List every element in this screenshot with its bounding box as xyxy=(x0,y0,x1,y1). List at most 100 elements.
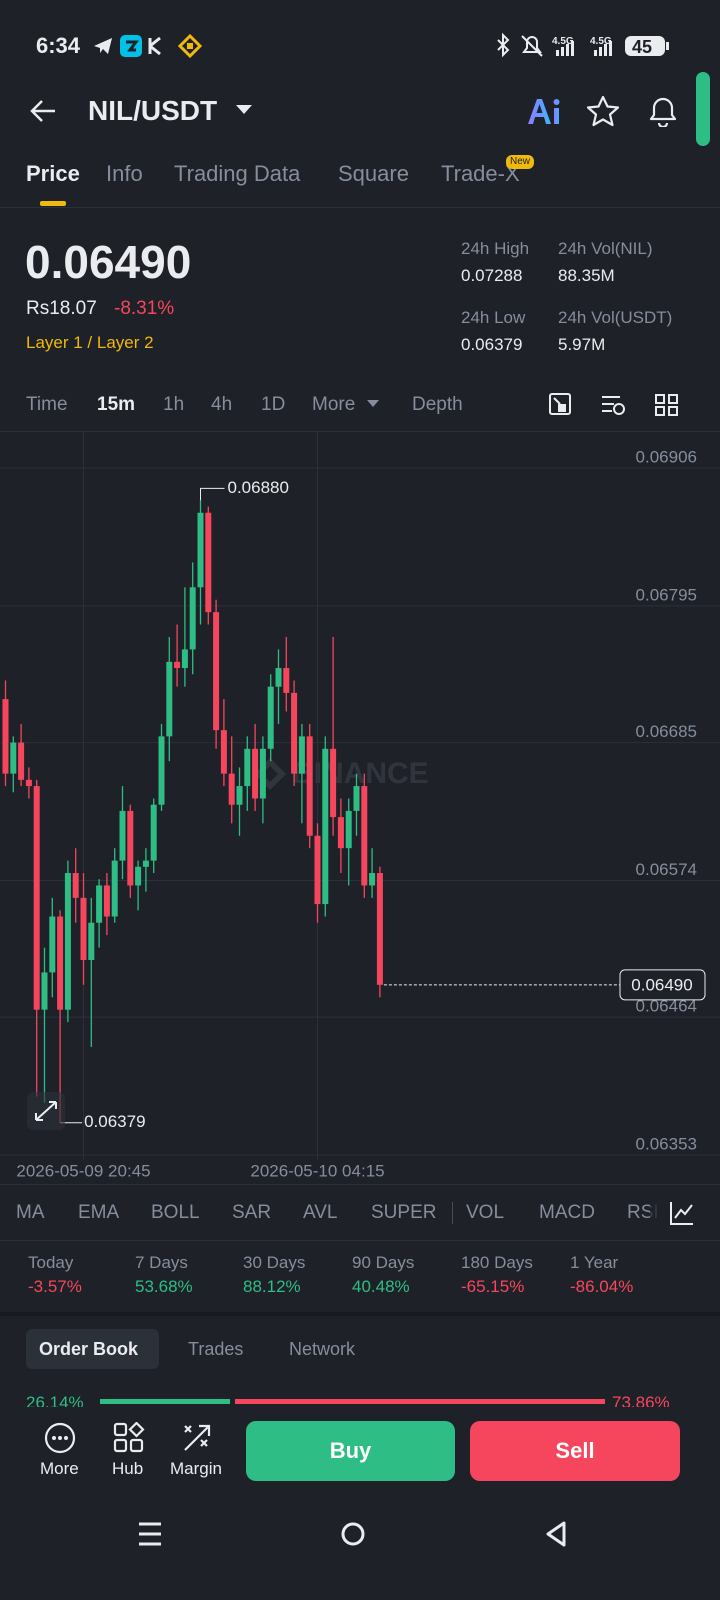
candle-body xyxy=(127,810,134,886)
tab[interactable]: Trade-X xyxy=(441,161,520,186)
indicator-settings[interactable] xyxy=(669,1200,695,1226)
chart-tools[interactable] xyxy=(548,392,683,418)
navigation-bar xyxy=(139,1521,566,1547)
indicator[interactable]: AVL xyxy=(303,1202,338,1223)
candle-body xyxy=(314,835,321,905)
candle-body xyxy=(353,786,360,811)
candle-body xyxy=(197,512,204,588)
alert-button[interactable] xyxy=(647,95,679,127)
margin-icon[interactable] xyxy=(181,1422,213,1454)
order-tab[interactable]: Order Book xyxy=(39,1339,139,1359)
indicator[interactable]: VOL xyxy=(466,1202,505,1223)
indicator[interactable]: MACD xyxy=(539,1202,595,1223)
home-button[interactable] xyxy=(341,1522,365,1546)
action-label[interactable]: Hub xyxy=(112,1459,144,1478)
action-label[interactable]: More xyxy=(40,1459,79,1478)
max-marker-label: 0.06880 xyxy=(228,478,289,497)
side-handle[interactable] xyxy=(696,72,710,146)
candle-body xyxy=(228,773,235,805)
y-tick-label: 0.06464 xyxy=(636,997,697,1016)
pair-title[interactable]: NIL/USDT xyxy=(88,95,218,126)
candle-body xyxy=(259,748,266,799)
divider xyxy=(0,1240,720,1241)
back-button[interactable] xyxy=(28,97,58,125)
x-tick-label: 2026-05-10 04:15 xyxy=(250,1161,384,1180)
candle-body xyxy=(236,786,243,805)
hub-icon[interactable] xyxy=(113,1422,145,1454)
expand-button[interactable] xyxy=(27,1092,65,1130)
tab[interactable]: Trading Data xyxy=(174,161,301,186)
interval[interactable]: Time xyxy=(26,394,68,415)
candle-body xyxy=(96,885,103,923)
min-marker-label: 0.06379 xyxy=(84,1112,145,1131)
candle-body xyxy=(291,692,298,774)
tab-pill xyxy=(26,1329,159,1369)
perf-label: 180 Days xyxy=(461,1253,533,1272)
indicator[interactable]: MA xyxy=(16,1202,45,1223)
stat-value: 5.97M xyxy=(558,335,606,354)
more-icon[interactable] xyxy=(44,1422,76,1454)
candle-body xyxy=(181,649,188,669)
candle-body xyxy=(369,873,376,886)
candle-body xyxy=(158,736,165,805)
interval[interactable]: Depth xyxy=(412,394,463,415)
perf-value: -65.15% xyxy=(461,1277,525,1296)
status-app-icons xyxy=(94,34,202,58)
favorite-button[interactable] xyxy=(586,95,620,127)
perf-value: 40.48% xyxy=(352,1277,410,1296)
interval[interactable]: 4h xyxy=(211,394,233,415)
tab[interactable]: Price xyxy=(26,161,80,186)
buy-button[interactable]: Buy xyxy=(246,1421,455,1481)
svg-text:4.5G: 4.5G xyxy=(590,36,612,47)
recents-button[interactable] xyxy=(139,1522,161,1546)
depth-buy: 26.14% xyxy=(26,1393,84,1412)
order-tab[interactable]: Network xyxy=(289,1339,356,1359)
separator xyxy=(452,1202,453,1224)
depth-sell-bar xyxy=(235,1399,605,1404)
perf-value: 88.12% xyxy=(243,1277,301,1296)
indicator[interactable]: BOLL xyxy=(151,1202,200,1223)
back-nav-button[interactable] xyxy=(546,1521,566,1547)
stat-value: 0.07288 xyxy=(461,266,523,285)
order-tab[interactable]: Trades xyxy=(188,1339,244,1359)
x-tick-label: 2026-05-09 20:45 xyxy=(16,1161,150,1180)
stat-label: 24h Low xyxy=(461,308,526,327)
candle-body xyxy=(322,748,329,905)
last-price: 0.06490 xyxy=(25,236,192,288)
stat-value: 0.06379 xyxy=(461,335,523,354)
perf-value: 53.68% xyxy=(135,1277,193,1296)
perf-value: -3.57% xyxy=(28,1277,82,1296)
candle-body xyxy=(174,661,181,669)
interval[interactable]: 15m xyxy=(97,394,136,415)
ai-button[interactable] xyxy=(526,96,562,126)
candle-body xyxy=(142,860,149,867)
last-price-box xyxy=(619,969,706,1001)
interval[interactable]: 1D xyxy=(261,394,286,415)
pair-dropdown[interactable] xyxy=(235,104,253,116)
y-tick-label: 0.06685 xyxy=(636,722,697,741)
category-tag[interactable]: Layer 1 / Layer 2 xyxy=(26,333,154,352)
indicator[interactable]: EMA xyxy=(78,1202,120,1223)
y-tick-label: 0.06795 xyxy=(636,585,697,604)
candle-body xyxy=(205,512,212,613)
candle-body xyxy=(135,866,142,886)
indicator[interactable]: SAR xyxy=(232,1202,272,1223)
tab[interactable]: Info xyxy=(106,161,143,186)
action-label[interactable]: Margin xyxy=(170,1459,222,1478)
indicator[interactable]: SUPER xyxy=(371,1202,437,1223)
candle-body xyxy=(72,873,79,898)
interval[interactable]: More xyxy=(312,394,356,415)
stat-label: 24h Vol(NIL) xyxy=(558,239,653,258)
more-caret[interactable] xyxy=(366,399,380,409)
sell-button[interactable]: Sell xyxy=(470,1421,680,1481)
candle-body xyxy=(2,699,9,774)
candle-body xyxy=(111,860,118,917)
tab[interactable]: Square xyxy=(338,161,409,186)
candle-body xyxy=(88,922,95,960)
watermark: BINANCE xyxy=(254,757,429,790)
stat-label: 24h High xyxy=(461,239,530,258)
interval[interactable]: 1h xyxy=(163,394,185,415)
candle-body xyxy=(267,686,274,749)
last-price-label: 0.06490 xyxy=(631,975,692,994)
